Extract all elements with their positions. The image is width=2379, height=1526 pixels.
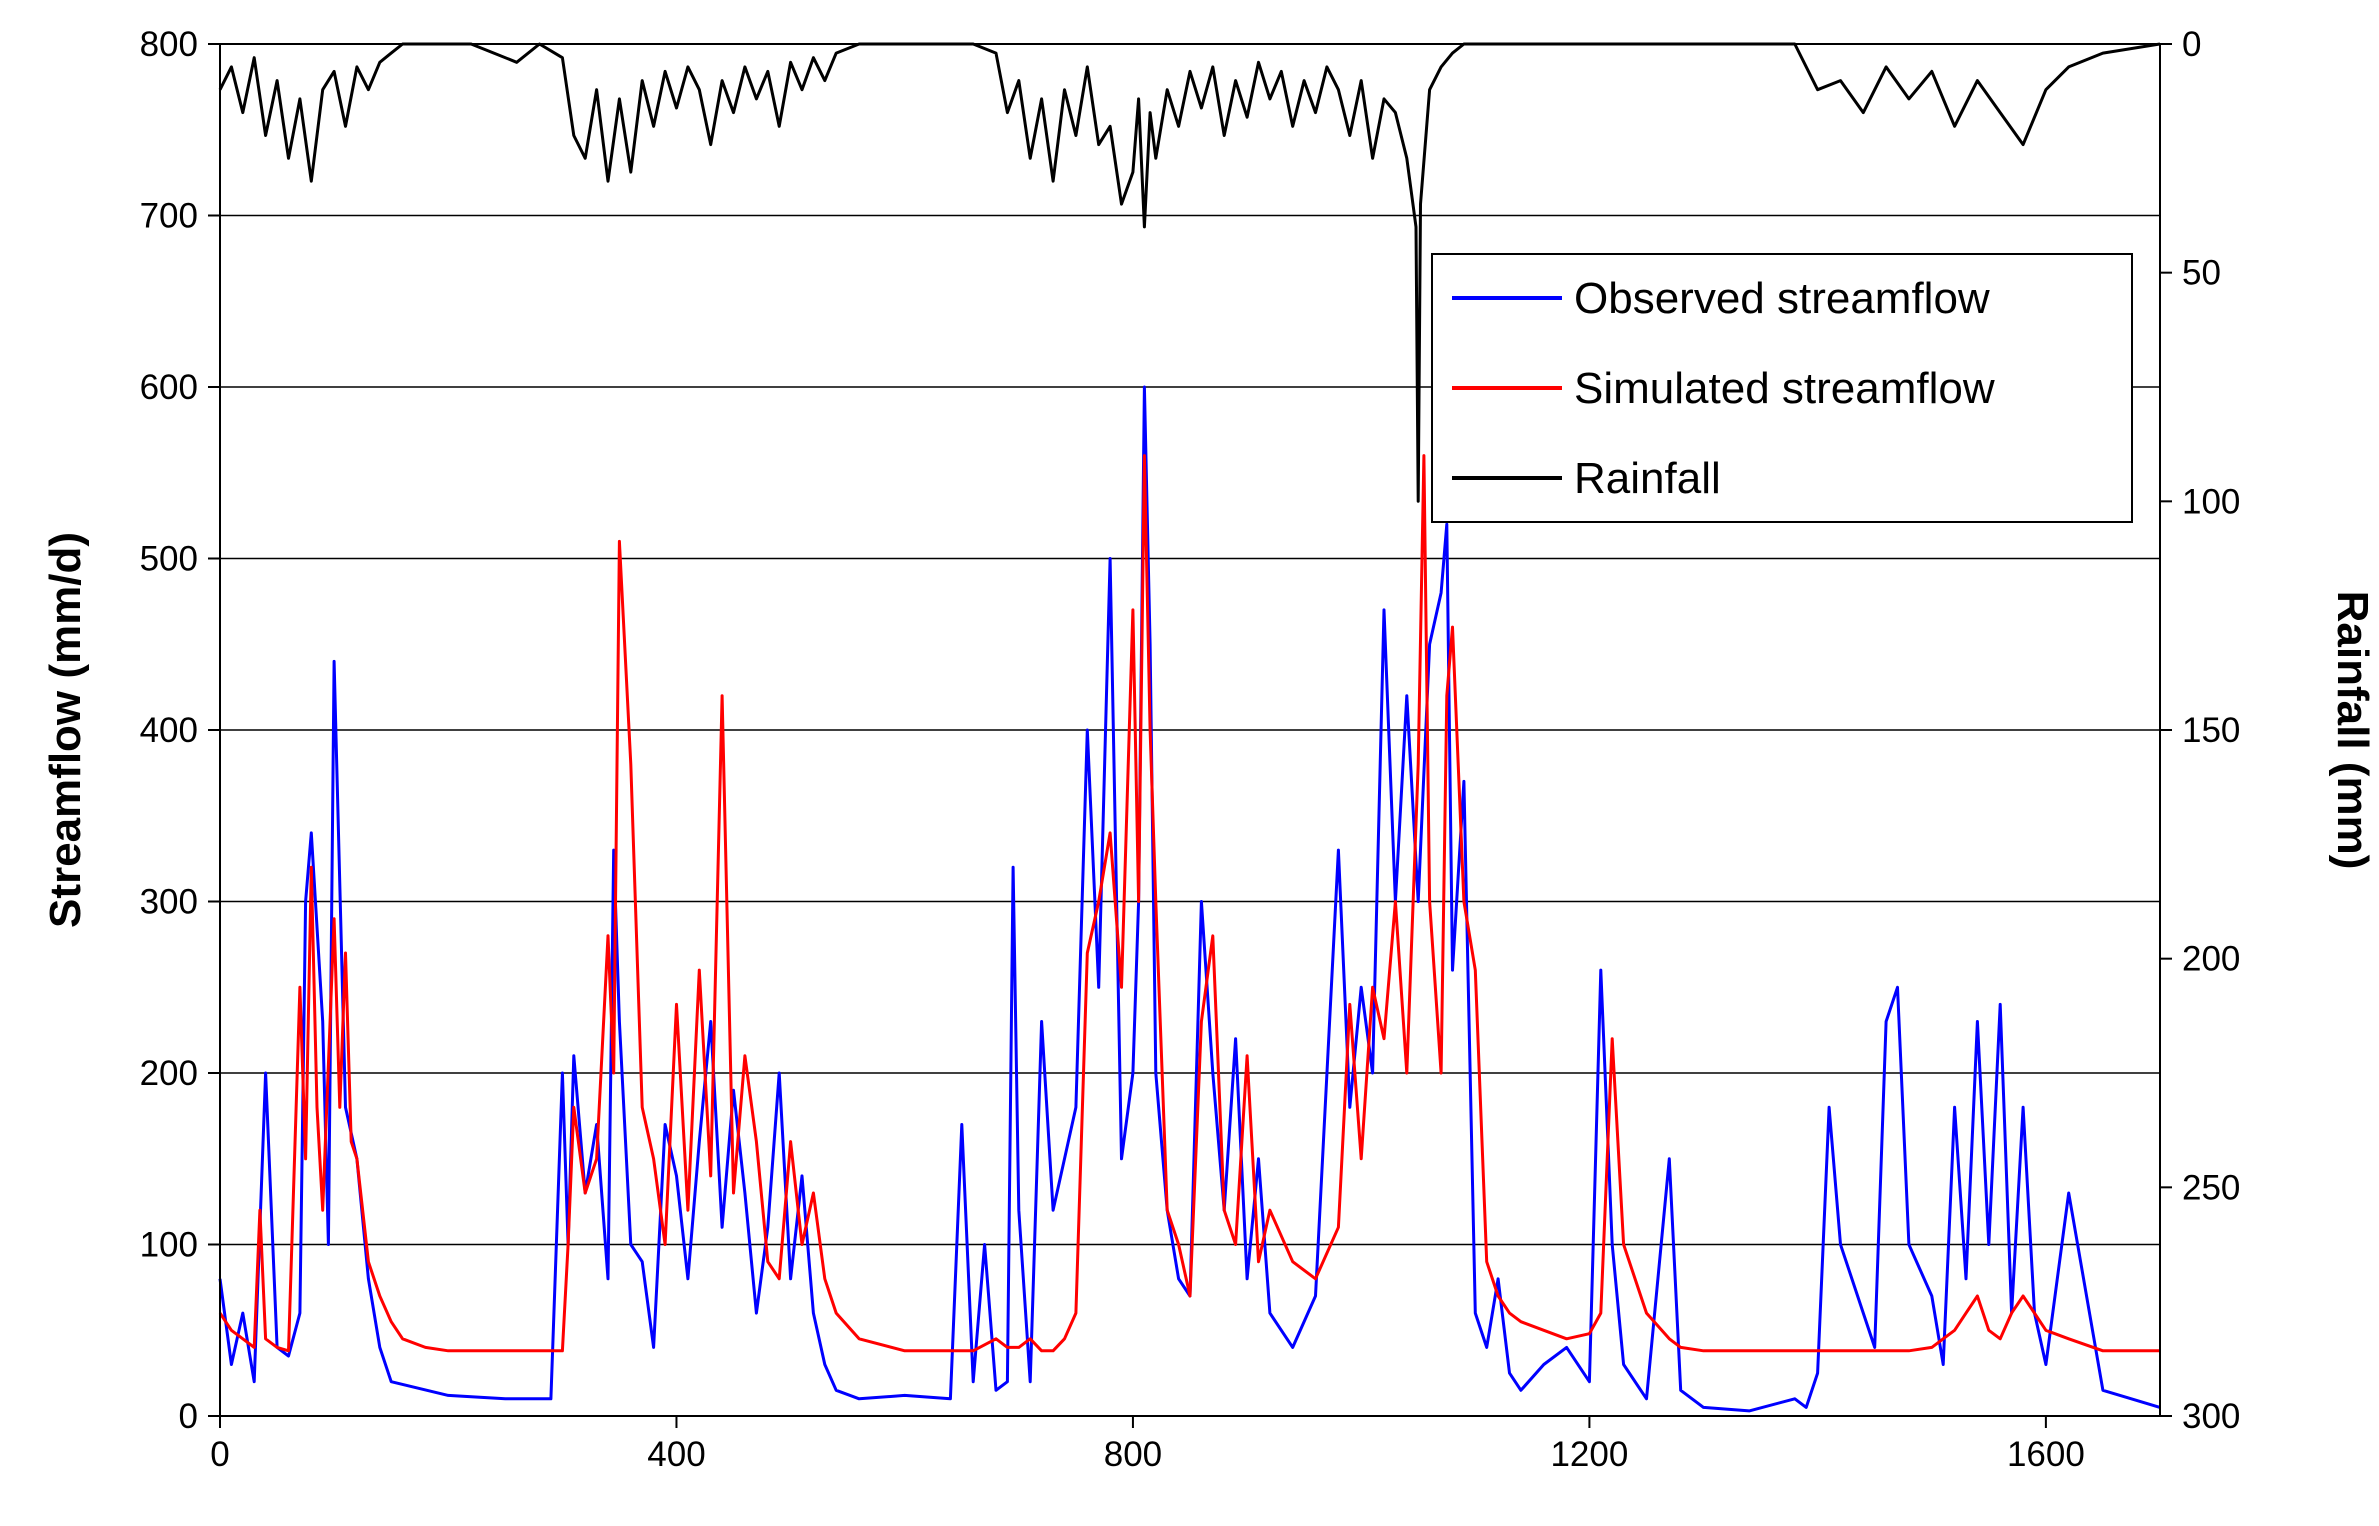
series-line-simulated-streamflow	[218, 454, 2160, 1353]
y-tick-label-400: 400	[140, 711, 198, 750]
y2-tick-label-300: 300	[2182, 1397, 2240, 1436]
x-tick-label-400: 400	[647, 1435, 705, 1474]
x-tick-label-0: 0	[210, 1435, 229, 1474]
y2-axis-title: Rainfall (mm)	[2328, 591, 2377, 870]
y2-tick-label-50: 50	[2182, 254, 2221, 293]
legend: Observed streamflow Simulated streamflow…	[1431, 253, 2133, 523]
x-tick-label-1600: 1600	[2007, 1435, 2085, 1474]
y-tick-label-700: 700	[140, 197, 198, 236]
y-axis-title: Streamflow (mm/d)	[41, 532, 90, 928]
y-tick-label-600: 600	[140, 368, 198, 407]
y-tick-label-300: 300	[140, 883, 198, 922]
legend-label-rainfall: Rainfall	[1574, 454, 1721, 503]
legend-label-observed: Observed streamflow	[1574, 274, 1990, 323]
y-tick-label-0: 0	[179, 1397, 198, 1436]
legend-label-simulated: Simulated streamflow	[1574, 364, 1995, 413]
y2-tick-label-0: 0	[2182, 25, 2201, 64]
y2-tick-label-200: 200	[2182, 940, 2240, 979]
y-tick-label-800: 800	[140, 25, 198, 64]
axes: 0 100 200 300 400 500 600 700 800 0 50 100 150 200 250…	[140, 25, 2241, 1474]
x-tick-label-1200: 1200	[1550, 1435, 1628, 1474]
y-tick-label-100: 100	[140, 1226, 198, 1265]
y-tick-label-500: 500	[140, 540, 198, 579]
y-tick-label-200: 200	[140, 1054, 198, 1093]
y2-tick-label-250: 250	[2182, 1168, 2240, 1207]
x-tick-label-800: 800	[1104, 1435, 1162, 1474]
y2-tick-label-150: 150	[2182, 711, 2240, 750]
y2-tick-label-100: 100	[2182, 482, 2240, 521]
